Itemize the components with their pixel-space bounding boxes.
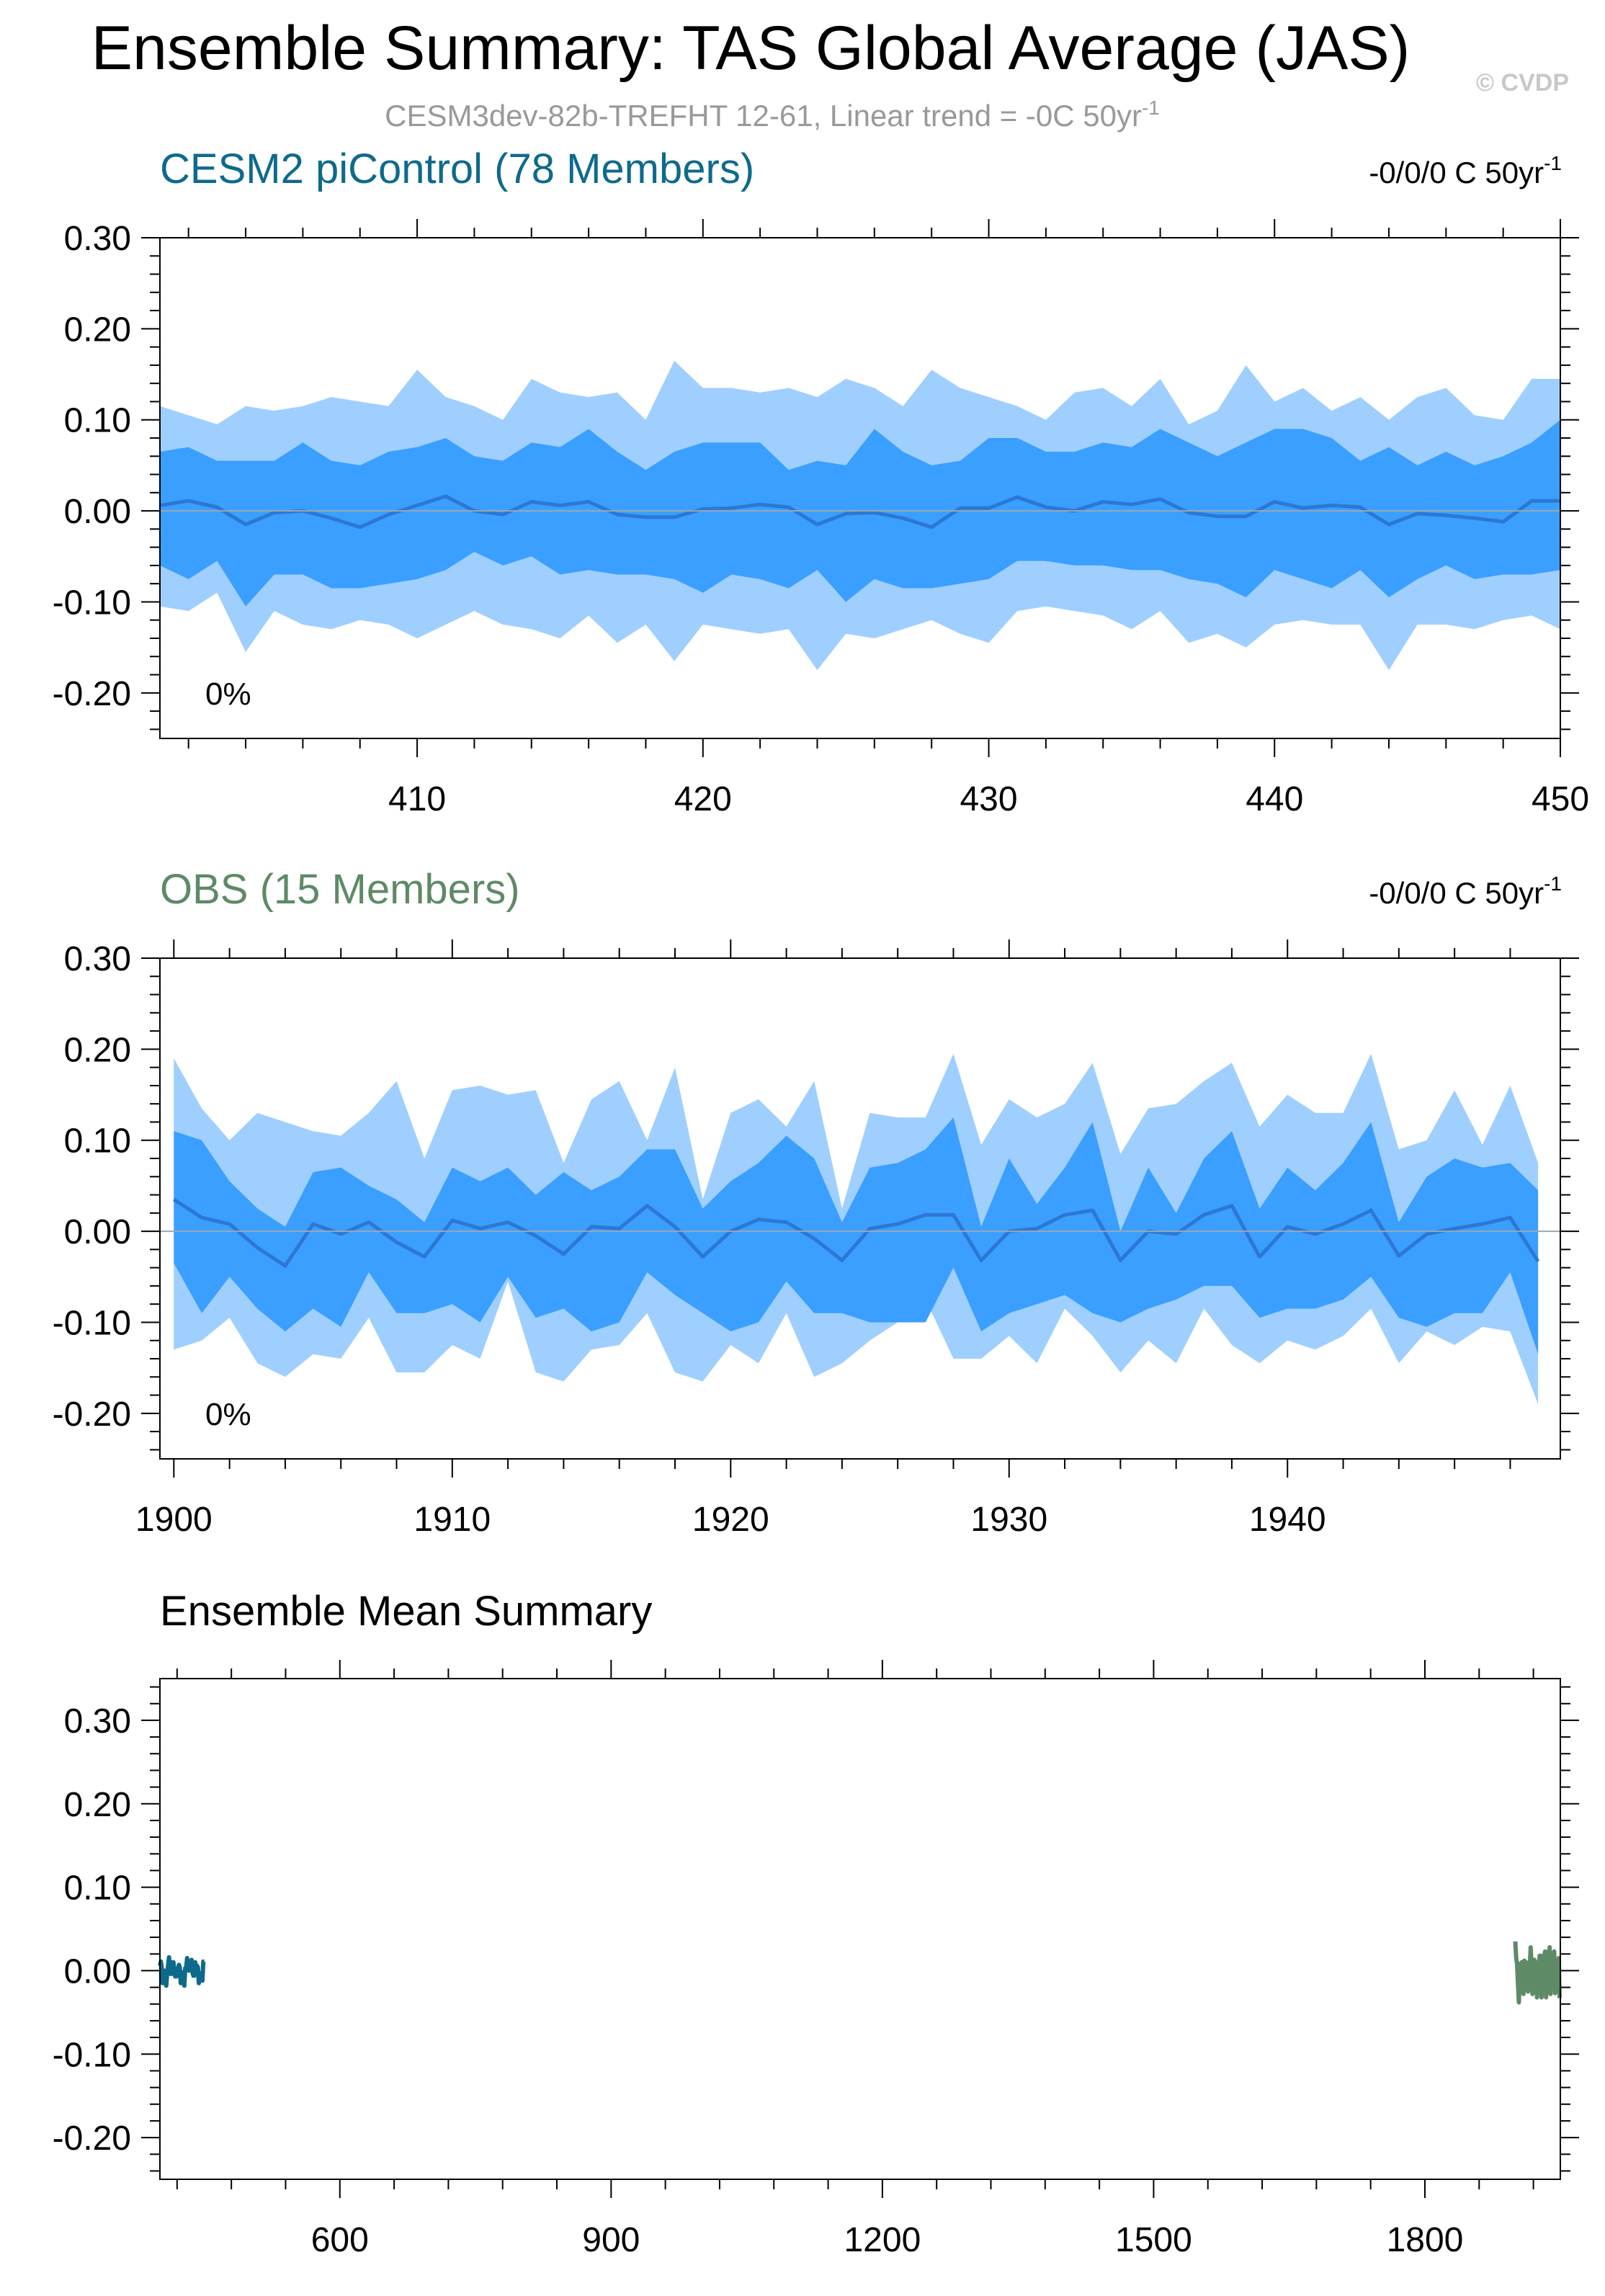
model-ytick-label: 0.30 xyxy=(64,220,131,258)
figure-title: Ensemble Summary: TAS Global Average (JA… xyxy=(91,14,1410,83)
obs-trend-superscript: -1 xyxy=(1544,872,1562,895)
model-ensemble-mean-line xyxy=(159,494,1560,530)
summary-xtick-label: 1500 xyxy=(1115,2221,1192,2259)
obs-ytick-label: 0.10 xyxy=(64,1122,131,1161)
summary-xtick-label: 900 xyxy=(582,2221,640,2259)
model-panel: CESM2 piControl (78 Members) -0/0/0 C 50… xyxy=(53,146,1589,818)
obs-panel: OBS (15 Members) -0/0/0 C 50yr-1 0.30 0.2… xyxy=(53,866,1579,1539)
model-xtick-label: 450 xyxy=(1532,780,1589,818)
obs-ytick-label: -0.10 xyxy=(53,1304,131,1342)
model-trend-superscript: -1 xyxy=(1544,152,1562,174)
model-plot-area: 0.30 0.20 0.10 0.00 -0.10 -0.20 410 420 430 440 45… xyxy=(53,219,1589,818)
model-ytick-label: 0.10 xyxy=(64,402,131,440)
obs-ytick-label: 0.20 xyxy=(64,1031,131,1069)
summary-ytick-label: 0.30 xyxy=(64,1702,131,1741)
obs-trend-label: -0/0/0 C 50yr-1 xyxy=(1369,872,1562,910)
summary-ytick-label: -0.10 xyxy=(53,2036,131,2074)
obs-xtick-label: 1910 xyxy=(413,1501,491,1539)
summary-model-mean-line xyxy=(158,1955,206,1988)
summary-obs-mean-line xyxy=(1513,1941,1562,2005)
summary-ytick-label: 0.10 xyxy=(64,1870,131,1908)
obs-xtick-label: 1940 xyxy=(1249,1501,1326,1539)
model-ytick-label: -0.10 xyxy=(53,584,131,622)
obs-panel-title: OBS (15 Members) xyxy=(160,866,520,913)
model-xtick-label: 430 xyxy=(960,780,1017,818)
subtitle-text: CESM3dev-82b-TREFHT 12-61, Linear trend … xyxy=(385,99,1142,133)
obs-xtick-label: 1920 xyxy=(692,1501,769,1539)
obs-ytick-label: -0.20 xyxy=(53,1395,131,1434)
figure-subtitle: CESM3dev-82b-TREFHT 12-61, Linear trend … xyxy=(385,97,1160,133)
obs-xtick-label: 1900 xyxy=(135,1501,213,1539)
summary-ytick-label: -0.20 xyxy=(53,2119,131,2158)
obs-ensemble-mean-line xyxy=(172,1197,1540,1268)
obs-plot-area: 0.30 0.20 0.10 0.00 -0.10 -0.20 1900 1910 1920 19… xyxy=(53,939,1579,1539)
subtitle-superscript: -1 xyxy=(1142,97,1160,119)
model-trend-label: -0/0/0 C 50yr-1 xyxy=(1369,152,1562,189)
summary-plot-area: 0.30 0.20 0.10 0.00 -0.10 -0.20 600 900 1200 1500… xyxy=(53,1660,1579,2259)
model-trend-text: -0/0/0 C 50yr xyxy=(1369,156,1544,189)
obs-corner-label: 0% xyxy=(205,1397,251,1432)
obs-trend-text: -0/0/0 C 50yr xyxy=(1369,876,1544,910)
model-panel-title: CESM2 piControl (78 Members) xyxy=(160,146,754,192)
model-xtick-label: 440 xyxy=(1246,780,1303,818)
model-xtick-label: 420 xyxy=(674,780,732,818)
summary-ytick-label: 0.20 xyxy=(64,1786,131,1824)
obs-ytick-label: 0.00 xyxy=(64,1213,131,1251)
summary-panel: Ensemble Mean Summary 0.30 0.20 0.10 0.00 -0… xyxy=(53,1588,1579,2259)
obs-xtick-label: 1930 xyxy=(970,1501,1047,1539)
summary-xtick-label: 1200 xyxy=(844,2221,921,2259)
summary-ytick-label: 0.00 xyxy=(64,1952,131,1991)
model-ytick-label: -0.20 xyxy=(53,675,131,713)
summary-plot-frame xyxy=(159,1678,1561,2180)
summary-xtick-label: 600 xyxy=(311,2221,369,2259)
model-corner-label: 0% xyxy=(205,676,251,712)
model-ytick-label: 0.00 xyxy=(64,493,131,531)
obs-ytick-label: 0.30 xyxy=(64,940,131,978)
summary-panel-title: Ensemble Mean Summary xyxy=(160,1588,652,1635)
watermark: © CVDP xyxy=(1476,69,1569,97)
obs-plot-frame xyxy=(159,957,1561,1460)
obs-band-25-75 xyxy=(174,1117,1539,1354)
summary-xtick-label: 1800 xyxy=(1387,2221,1464,2259)
model-ytick-label: 0.20 xyxy=(64,311,131,349)
model-xtick-label: 410 xyxy=(388,780,446,818)
model-plot-frame xyxy=(159,237,1561,739)
